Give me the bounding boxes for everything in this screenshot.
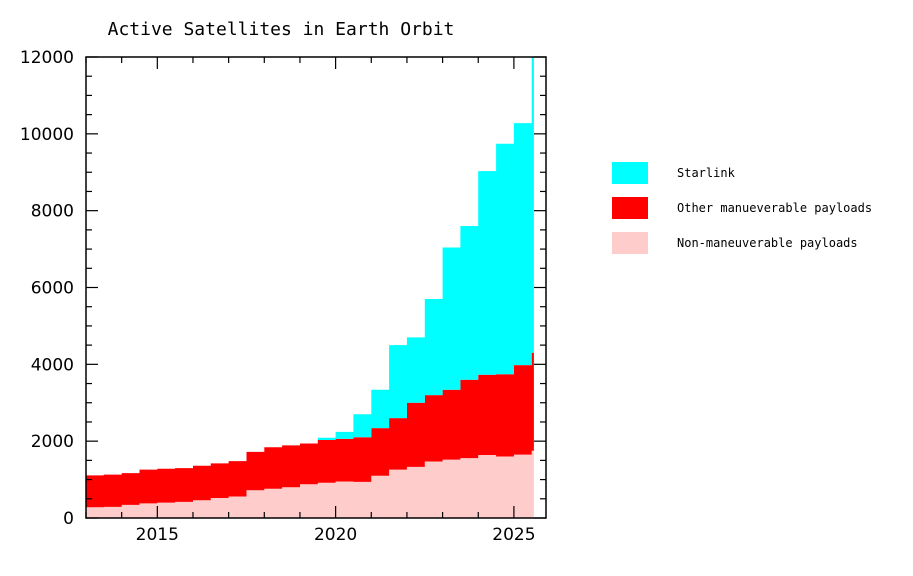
area-other-manueverable-payloads xyxy=(86,352,534,508)
y-tick-label: 12000 xyxy=(20,48,74,68)
y-axis-labels: 0 2000 4000 6000 8000 10000 12000 xyxy=(20,48,74,529)
y-tick-label: 4000 xyxy=(31,355,74,375)
legend-label-starlink: Starlink xyxy=(677,166,736,180)
y-tick-label: 2000 xyxy=(31,432,74,452)
legend: Starlink Other manueverable payloads Non-m… xyxy=(612,162,872,254)
axis-ticks xyxy=(85,56,546,519)
y-tick-label: 0 xyxy=(63,509,74,529)
area-non-maneuverable-payloads xyxy=(86,450,534,518)
legend-swatch-non-maneuverable-payloads xyxy=(612,232,648,254)
legend-label-other-manueverable-payloads: Other manueverable payloads xyxy=(677,201,872,215)
legend-label-non-maneuverable-payloads: Non-maneuverable payloads xyxy=(677,236,858,250)
chart-title: Active Satellites in Earth Orbit xyxy=(108,19,455,40)
y-tick-label: 10000 xyxy=(20,125,74,145)
x-axis-labels: 2015 2020 2025 xyxy=(136,525,536,545)
x-tick-label: 2020 xyxy=(314,525,357,545)
x-tick-label: 2025 xyxy=(492,525,535,545)
x-tick-label: 2015 xyxy=(136,525,179,545)
area-layers xyxy=(86,57,534,518)
legend-swatch-other-manueverable-payloads xyxy=(612,197,648,219)
legend-swatch-starlink xyxy=(612,162,648,184)
y-tick-label: 8000 xyxy=(31,202,74,222)
y-tick-label: 6000 xyxy=(31,279,74,299)
area-starlink xyxy=(86,57,534,476)
